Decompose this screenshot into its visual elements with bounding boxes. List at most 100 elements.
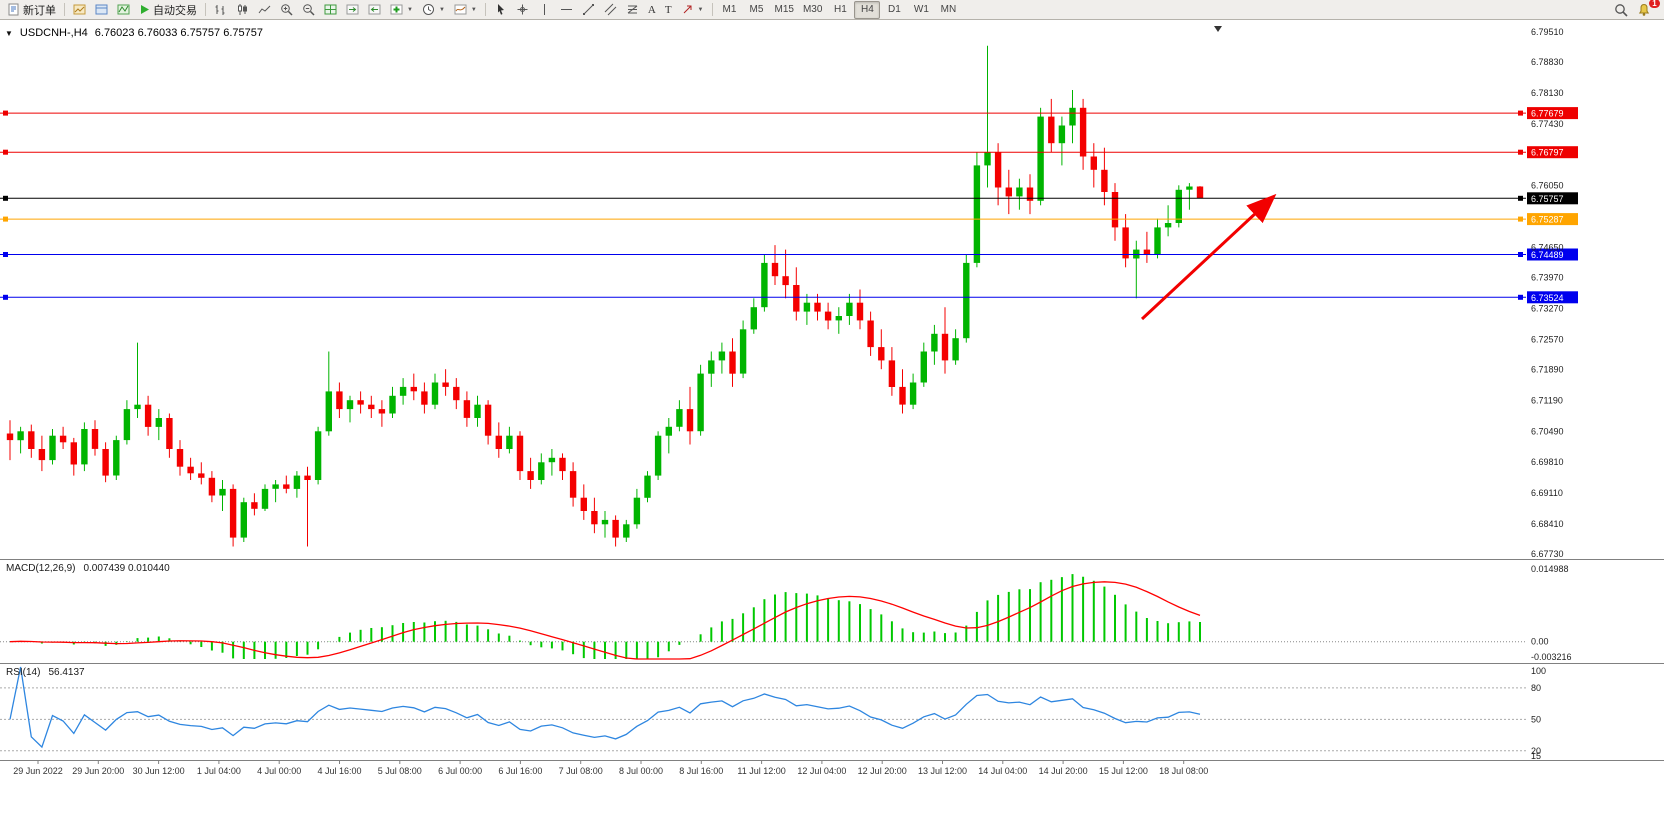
periods-button[interactable]: ▼: [418, 1, 449, 19]
svg-text:4 Jul 16:00: 4 Jul 16:00: [317, 766, 361, 776]
cursor-button[interactable]: [490, 1, 511, 19]
search-button[interactable]: [1610, 1, 1632, 19]
svg-text:6 Jul 00:00: 6 Jul 00:00: [438, 766, 482, 776]
chart-shift-marker[interactable]: [1214, 26, 1222, 32]
svg-text:15 Jul 12:00: 15 Jul 12:00: [1099, 766, 1148, 776]
chart-shift-button[interactable]: [364, 1, 385, 19]
data-window-button[interactable]: [91, 1, 112, 19]
svg-text:6.73270: 6.73270: [1531, 304, 1564, 314]
svg-text:6.78130: 6.78130: [1531, 88, 1564, 98]
svg-text:6.73524: 6.73524: [1531, 293, 1564, 303]
trendline-button[interactable]: [578, 1, 599, 19]
tf-m30-button[interactable]: M30: [802, 4, 823, 15]
indicators-list-button[interactable]: ▼: [386, 1, 417, 19]
chart-shift-icon: [368, 3, 381, 16]
cursor-icon: [494, 3, 507, 16]
toolbar-separator: [205, 3, 206, 16]
trend-arrow[interactable]: [1140, 193, 1277, 321]
horizontal-line[interactable]: 6.76797: [0, 146, 1578, 159]
tf-m1-button[interactable]: M1: [722, 4, 737, 15]
tf-d1-button[interactable]: D1: [888, 4, 901, 15]
bar-chart-button[interactable]: [210, 1, 231, 19]
svg-text:4 Jul 00:00: 4 Jul 00:00: [257, 766, 301, 776]
horizontal-line[interactable]: 6.75287: [0, 213, 1578, 226]
svg-text:29 Jun 20:00: 29 Jun 20:00: [72, 766, 124, 776]
indicators-dialog-button[interactable]: [113, 1, 134, 19]
chart-ohlc-readout: 6.76023 6.76033 6.75757 6.75757: [94, 27, 263, 39]
svg-text:6.71890: 6.71890: [1531, 365, 1564, 375]
zoom-in-button[interactable]: [276, 1, 297, 19]
horizontal-line-button[interactable]: [556, 1, 577, 19]
svg-text:29 Jun 2022: 29 Jun 2022: [13, 766, 63, 776]
horizontal-line[interactable]: 6.74489: [0, 248, 1578, 261]
autotrading-icon: [139, 3, 150, 16]
horizontal-line[interactable]: 6.75757: [0, 192, 1578, 205]
time-axis[interactable]: 29 Jun 2022 29 Jun 20:00 30 Jun 12:00 1 Jul…: [0, 760, 1664, 784]
svg-text:-0.003216: -0.003216: [1531, 652, 1572, 662]
tf-h4-button[interactable]: H4: [854, 0, 881, 19]
vertical-line-icon: [538, 3, 551, 16]
horizontal-line[interactable]: 6.77679: [0, 107, 1578, 120]
svg-text:6.76050: 6.76050: [1531, 180, 1564, 190]
channel-icon: [604, 3, 617, 16]
svg-text:5 Jul 08:00: 5 Jul 08:00: [378, 766, 422, 776]
chevron-down-icon: ▼: [407, 6, 413, 13]
tf-w1-button[interactable]: W1: [913, 4, 929, 15]
svg-text:15: 15: [1531, 751, 1541, 760]
toolbar: 新订单 自动交易 ▼ ▼ ▼ A T ▼ M1 M5: [0, 0, 1664, 20]
candles-series: [6, 45, 1204, 547]
chart-header: ▼ USDCNH-,H4 6.76023 6.76033 6.75757 6.7…: [5, 27, 263, 39]
zoom-out-button[interactable]: [298, 1, 319, 19]
notification-badge: 1: [1649, 0, 1660, 8]
channel-button[interactable]: [600, 1, 621, 19]
chart-symbol: USDCNH-,H4: [19, 27, 88, 39]
svg-text:6.77430: 6.77430: [1531, 119, 1564, 129]
text-button[interactable]: A: [644, 1, 660, 19]
macd-panel[interactable]: 0.014988 0.00 -0.003216: [0, 559, 1664, 663]
rsi-value: 56.4137: [48, 667, 85, 678]
charts-button[interactable]: [69, 1, 90, 19]
rsi-pane: 100 80 50 20 15 RSI(14) 56.4137: [0, 663, 1664, 760]
svg-text:0.00: 0.00: [1531, 637, 1549, 647]
new-order-icon: [7, 3, 20, 16]
templates-button[interactable]: ▼: [450, 1, 481, 19]
svg-text:6.75287: 6.75287: [1531, 215, 1564, 225]
svg-text:80: 80: [1531, 683, 1541, 693]
auto-trading-button[interactable]: 自动交易: [135, 1, 201, 19]
tf-h1-button[interactable]: H1: [834, 4, 847, 15]
indicators-dialog-icon: [117, 3, 130, 16]
one-click-trading-toggle[interactable]: ▼: [5, 28, 13, 38]
svg-text:0.014988: 0.014988: [1531, 564, 1569, 574]
tile-windows-button[interactable]: [320, 1, 341, 19]
notifications-button[interactable]: 1: [1633, 0, 1660, 19]
label-button[interactable]: T: [661, 1, 676, 19]
svg-text:50: 50: [1531, 714, 1541, 724]
auto-scroll-icon: [346, 3, 359, 16]
tf-mn-button[interactable]: MN: [940, 4, 957, 15]
macd-label: MACD(12,26,9) 0.007439 0.010440: [6, 563, 170, 574]
line-chart-button[interactable]: [254, 1, 275, 19]
tf-m5-button[interactable]: M5: [749, 4, 764, 15]
toolbar-separator: [64, 3, 65, 16]
fibonacci-button[interactable]: [622, 1, 643, 19]
charts-icon: [73, 3, 86, 16]
svg-text:6.71190: 6.71190: [1531, 396, 1563, 406]
periods-icon: [422, 3, 435, 16]
tf-m15-button[interactable]: M15: [774, 4, 794, 15]
svg-text:18 Jul 08:00: 18 Jul 08:00: [1159, 766, 1208, 776]
arrows-button[interactable]: ▼: [677, 1, 708, 19]
main-chart[interactable]: 6.77679 6.76797 6.75757 6.75287 6.74489 6.735…: [0, 20, 1664, 559]
horizontal-line[interactable]: 6.73524: [0, 291, 1578, 304]
new-order-button[interactable]: 新订单: [3, 1, 60, 19]
vertical-line-button[interactable]: [534, 1, 555, 19]
fibonacci-icon: [626, 3, 639, 16]
svg-text:6.68410: 6.68410: [1531, 519, 1564, 529]
crosshair-button[interactable]: [512, 1, 533, 19]
text-icon: A: [647, 3, 656, 16]
macd-pane: 0.014988 0.00 -0.003216 MACD(12,26,9) 0.00…: [0, 559, 1664, 663]
macd-name: MACD(12,26,9): [6, 563, 76, 574]
svg-text:13 Jul 12:00: 13 Jul 12:00: [918, 766, 967, 776]
auto-scroll-button[interactable]: [342, 1, 363, 19]
candlestick-button[interactable]: [232, 1, 253, 19]
